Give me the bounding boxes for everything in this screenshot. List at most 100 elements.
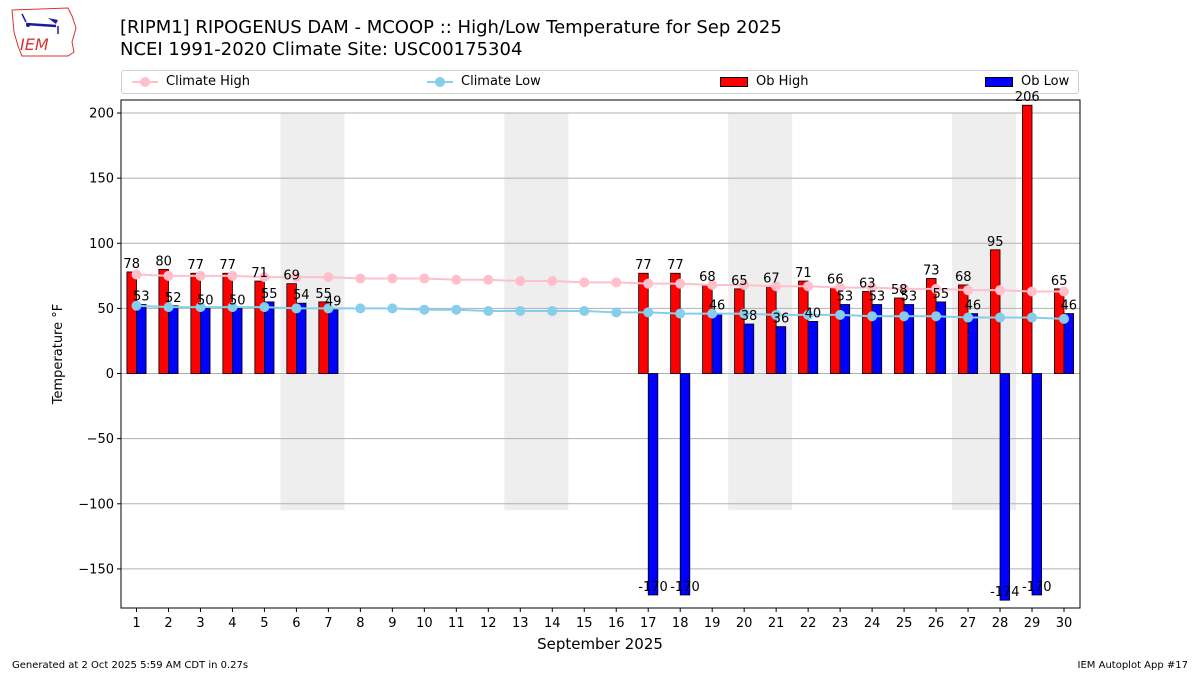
climate-high-point: [643, 278, 654, 289]
climate-low-point: [611, 307, 622, 318]
ob-high-label: 78: [123, 257, 140, 272]
y-axis: −150 −100 −50 0 50 100 150 200: [78, 107, 121, 577]
ob-high-bar: [126, 271, 137, 374]
ob-low-label: 46: [1061, 299, 1078, 314]
ob-low-label: 49: [325, 295, 342, 310]
climate-high-point: [995, 285, 1006, 296]
ob-high-bar: [1022, 104, 1033, 374]
y-tick-label: 50: [97, 302, 114, 317]
x-tick-label: 14: [544, 616, 561, 631]
ob-low-label: 52: [165, 291, 182, 306]
x-tick-label: 8: [356, 616, 364, 631]
x-axis-label: September 2025: [537, 635, 663, 653]
ob-high-bar: [222, 272, 233, 374]
climate-high-point: [707, 279, 718, 290]
climate-high-point: [227, 270, 238, 281]
ob-high-label: 95: [987, 235, 1004, 250]
climate-high-point: [867, 282, 878, 293]
ob-high-label: 68: [699, 270, 716, 285]
climate-high-point: [131, 269, 142, 280]
x-tick-label: 3: [196, 616, 204, 631]
ob-high-bar: [894, 297, 905, 374]
x-axis: 1 2 3 4 5 6 7 8 9 10 11 12 13 14 15 16 17 18 19 20 21 22 23 24 2…: [132, 608, 1072, 631]
x-tick-label: 28: [992, 616, 1009, 631]
ob-low-bar: [711, 313, 723, 374]
legend-label: Ob Low: [1021, 74, 1070, 89]
climate-low-point: [739, 308, 750, 319]
ob-low-bar: [647, 373, 659, 596]
x-tick-label: 11: [448, 616, 465, 631]
ob-high-label: 58: [891, 283, 908, 298]
title-line-2: NCEI 1991-2020 Climate Site: USC00175304: [120, 39, 523, 60]
bars: [126, 104, 1074, 601]
climate-low-line: [136, 304, 1065, 320]
ob-high-label: 77: [187, 258, 204, 273]
climate-low-point: [899, 311, 910, 322]
climate-low-point: [227, 302, 238, 313]
climate-high-point: [611, 277, 622, 288]
climate-low-point: [707, 308, 718, 319]
plot-frame: [120, 99, 1081, 609]
iem-logo: IEM: [8, 6, 80, 62]
x-tick-label: 23: [832, 616, 849, 631]
x-tick-label: 9: [388, 616, 396, 631]
x-tick-label: 30: [1056, 616, 1073, 631]
climate-high-point: [771, 281, 782, 292]
legend-ob-low: Ob Low: [985, 74, 1069, 89]
climate-high-point: [1059, 286, 1069, 297]
x-tick-label: 13: [512, 616, 529, 631]
title-line-1: [RIPM1] RIPOGENUS DAM - MCOOP :: High/Lo…: [120, 17, 782, 38]
ob-high-bar: [638, 272, 649, 374]
climate-high-point: [963, 285, 974, 296]
climate-high-point: [387, 273, 398, 284]
climate-low-point: [803, 309, 814, 320]
y-tick-label: −100: [78, 497, 114, 512]
x-tick-label: 20: [736, 616, 753, 631]
ob-low-label: 55: [933, 287, 950, 302]
x-tick-label: 22: [800, 616, 817, 631]
ob-low-label: 53: [869, 290, 886, 305]
y-tick-label: 0: [106, 367, 114, 382]
x-tick-label: 15: [576, 616, 593, 631]
ob-high-patch-icon: [720, 76, 748, 87]
x-tick-label: 25: [896, 616, 913, 631]
x-tick-label: 27: [960, 616, 977, 631]
ob-high-bar: [798, 280, 809, 374]
climate-low-point: [419, 304, 430, 315]
ob-high-bar: [190, 272, 201, 374]
ob-low-bar: [136, 304, 147, 374]
climate-low-point: [387, 303, 398, 314]
ob-low-bar: [327, 309, 339, 374]
ob-low-bar: [935, 301, 947, 374]
climate-high-point: [323, 272, 334, 283]
ob-low-bar: [232, 308, 243, 374]
ob-low-bar: [1063, 313, 1074, 374]
legend-label: Climate Low: [461, 74, 541, 89]
ob-high-label: 73: [923, 263, 940, 278]
climate-high-point: [195, 270, 206, 281]
climate-low-point: [867, 311, 878, 322]
x-tick-label: 21: [768, 616, 785, 631]
ob-low-label: -170: [638, 580, 668, 595]
climate-low-line-icon: [427, 76, 453, 87]
x-tick-label: 2: [164, 616, 172, 631]
weekend-shading: [280, 113, 1017, 511]
ob-high-label: 71: [251, 266, 268, 281]
ob-low-label: 53: [133, 290, 150, 305]
ob-high-label: 67: [763, 271, 780, 286]
climate-low-point: [1059, 313, 1069, 324]
climate-high-point: [739, 279, 750, 290]
x-tick-label: 5: [260, 616, 268, 631]
ob-low-bar: [807, 321, 819, 374]
climate-high-line: [136, 273, 1064, 293]
ob-low-label: -170: [1022, 580, 1052, 595]
ob-low-label: 40: [805, 306, 822, 321]
x-tick-label: 16: [608, 616, 625, 631]
ob-high-bar: [158, 268, 169, 374]
logo-text: IEM: [20, 35, 49, 54]
ob-low-label: 50: [229, 293, 246, 308]
x-tick-label: 24: [864, 616, 881, 631]
app-credit: IEM Autoplot App #17: [1077, 660, 1188, 671]
climate-low-point: [195, 302, 206, 313]
climate-low-point: [259, 302, 270, 313]
